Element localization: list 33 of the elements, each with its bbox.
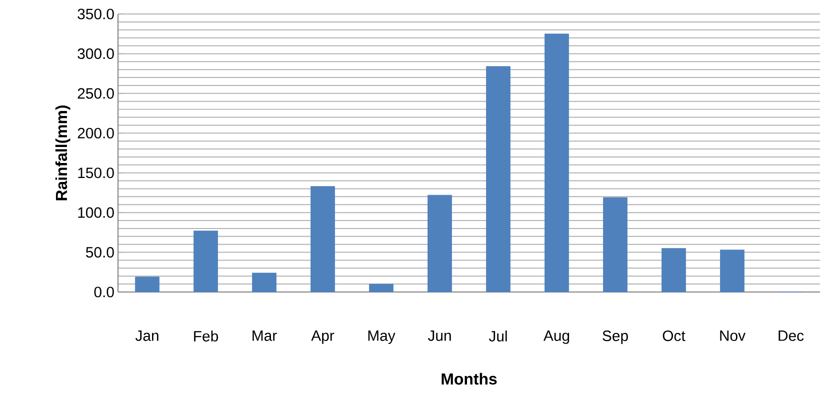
x-tick-label: Aug [543,330,570,344]
bar [369,284,394,292]
bar [544,34,569,292]
y-tick-label: 200.0 [78,128,114,138]
y-tick-label: 150.0 [78,168,114,178]
bar [135,276,160,292]
x-tick-label: Jul [488,330,507,342]
bar [486,66,510,292]
bar [662,248,686,292]
y-tick-label: 350.0 [78,8,114,20]
y-tick-label: 300.0 [78,48,114,59]
y-tick-label: 0.0 [94,286,114,298]
x-tick-label: Jun [428,330,451,341]
x-tick-label: Sep [602,330,628,344]
x-tick-label: Apr [311,330,334,344]
y-tick-label: 50.0 [86,246,114,258]
y-axis-title: Rainfall(mm) [55,106,70,200]
x-axis-title: Months [442,372,497,385]
x-tick-label: Feb [194,330,218,342]
bar [310,186,335,292]
x-tick-label: Nov [720,330,746,341]
x-tick-label: Jan [135,330,158,341]
y-tick-label: 100.0 [78,207,114,218]
x-tick-label: May [368,330,396,344]
x-tick-label: Dec [778,330,804,341]
x-tick-label: Mar [252,330,277,341]
x-tick-label: Oct [662,330,686,342]
bar [720,250,744,292]
y-tick-label: 250.0 [78,88,114,99]
bar [194,230,218,292]
bar [252,272,276,292]
bar [428,194,452,292]
bar [603,197,628,292]
